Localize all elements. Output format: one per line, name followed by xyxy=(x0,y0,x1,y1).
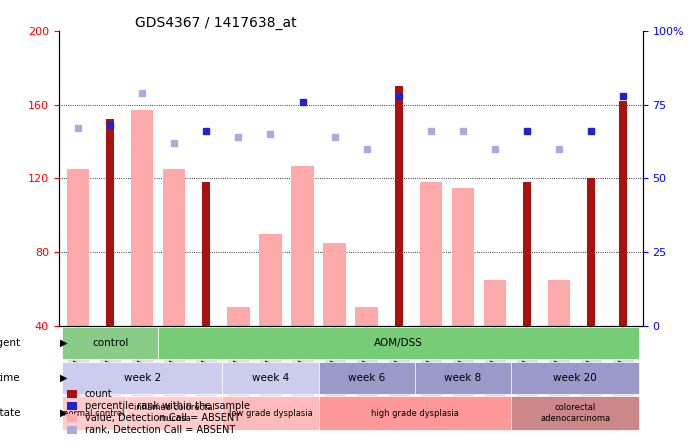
Text: week 8: week 8 xyxy=(444,373,482,383)
Bar xyxy=(292,166,314,326)
Bar xyxy=(126,396,223,430)
Text: agent: agent xyxy=(0,338,21,348)
Bar xyxy=(94,31,126,326)
Bar xyxy=(319,362,415,394)
Bar xyxy=(223,396,319,430)
Bar xyxy=(419,182,442,326)
Bar xyxy=(323,243,346,326)
Bar xyxy=(62,362,223,394)
Legend: count, percentile rank within the sample, value, Detection Call = ABSENT, rank, : count, percentile rank within the sample… xyxy=(64,385,254,439)
Bar xyxy=(202,182,210,326)
Text: ▶: ▶ xyxy=(60,408,68,418)
Bar xyxy=(62,31,94,326)
Bar xyxy=(227,307,249,326)
Bar xyxy=(131,110,153,326)
Bar xyxy=(350,31,383,326)
Text: ▶: ▶ xyxy=(60,373,68,383)
Bar xyxy=(607,31,639,326)
Text: inflamed colorectal
mucosa: inflamed colorectal mucosa xyxy=(134,404,215,423)
Bar xyxy=(511,396,639,430)
Text: week 2: week 2 xyxy=(124,373,161,383)
Bar xyxy=(447,31,479,326)
Bar xyxy=(395,86,403,326)
Bar xyxy=(355,307,378,326)
Bar xyxy=(223,362,319,394)
Bar xyxy=(548,280,571,326)
Bar xyxy=(126,31,158,326)
Bar xyxy=(62,396,126,430)
Bar xyxy=(415,362,511,394)
Text: low grade dysplasia: low grade dysplasia xyxy=(229,408,312,418)
Bar xyxy=(190,31,223,326)
Bar xyxy=(511,362,639,394)
Bar xyxy=(158,328,639,359)
Bar xyxy=(484,280,507,326)
Text: time: time xyxy=(0,373,21,383)
Bar xyxy=(163,169,185,326)
Bar xyxy=(106,119,114,326)
Bar xyxy=(452,188,474,326)
Text: colorectal
adenocarcinoma: colorectal adenocarcinoma xyxy=(540,404,610,423)
Bar xyxy=(523,182,531,326)
Bar xyxy=(479,31,511,326)
Bar xyxy=(383,31,415,326)
Bar xyxy=(319,396,511,430)
Bar xyxy=(158,31,190,326)
Bar xyxy=(511,31,543,326)
Text: normal control: normal control xyxy=(64,408,124,418)
Bar xyxy=(67,169,89,326)
Bar xyxy=(619,101,627,326)
Bar xyxy=(415,31,447,326)
Bar xyxy=(254,31,287,326)
Bar xyxy=(543,31,575,326)
Text: ▶: ▶ xyxy=(60,338,68,348)
Text: AOM/DSS: AOM/DSS xyxy=(375,338,424,348)
Text: control: control xyxy=(92,338,129,348)
Text: week 20: week 20 xyxy=(553,373,597,383)
Bar xyxy=(259,234,282,326)
Text: disease state: disease state xyxy=(0,408,21,418)
Text: week 4: week 4 xyxy=(252,373,289,383)
Bar xyxy=(319,31,350,326)
Bar xyxy=(62,328,158,359)
Bar xyxy=(575,31,607,326)
Bar xyxy=(223,31,254,326)
Text: week 6: week 6 xyxy=(348,373,386,383)
Text: GDS4367 / 1417638_at: GDS4367 / 1417638_at xyxy=(135,16,296,30)
Text: high grade dysplasia: high grade dysplasia xyxy=(371,408,459,418)
Bar xyxy=(587,178,595,326)
Bar xyxy=(287,31,319,326)
